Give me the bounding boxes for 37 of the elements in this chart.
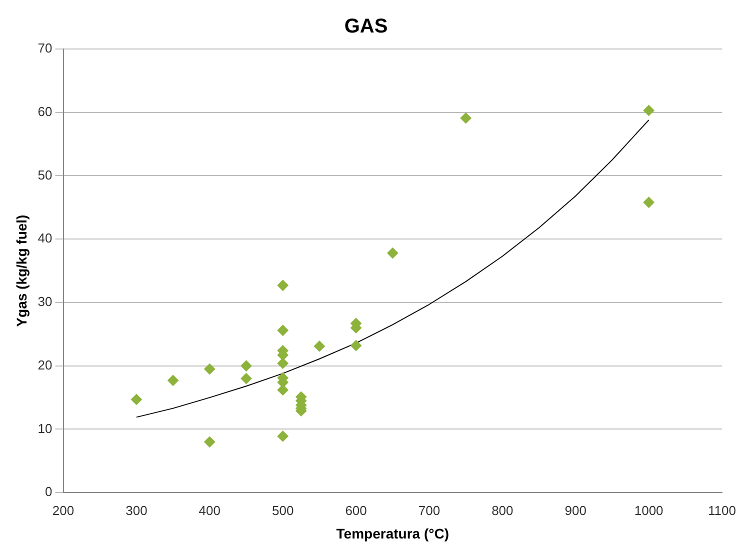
x-tick-label: 1100 [708, 502, 736, 518]
point [204, 364, 216, 375]
y-axis-title: Ygas (kg/kg fuel) [13, 214, 30, 327]
point [277, 324, 288, 336]
point [168, 374, 179, 386]
point [240, 360, 252, 372]
point [240, 373, 252, 384]
x-tick-label: 800 [492, 502, 514, 518]
x-tick-label: 900 [564, 502, 586, 518]
y-tick-label: 70 [38, 40, 52, 56]
y-tick-label: 10 [38, 420, 52, 436]
y-tick-label: 50 [38, 167, 52, 182]
y-tick-label: 60 [38, 104, 52, 119]
point [314, 340, 325, 352]
x-tick-label: 600 [345, 502, 367, 518]
x-tick-label: 200 [52, 502, 74, 518]
x-tick-label: 1000 [634, 502, 664, 518]
y-tick-label: 20 [38, 357, 52, 372]
x-tick-label: 500 [272, 502, 294, 518]
point [130, 394, 142, 405]
point [350, 340, 362, 352]
point [643, 196, 654, 208]
x-tick-label: 300 [126, 502, 148, 518]
y-tick-label: 40 [38, 230, 52, 246]
x-tick-label: 700 [418, 502, 440, 518]
x-tick-label: 400 [198, 502, 220, 518]
point [277, 430, 288, 442]
point [387, 248, 398, 259]
y-tick-label: 30 [38, 294, 52, 310]
point [460, 112, 472, 124]
point [277, 358, 288, 369]
point [643, 104, 654, 116]
x-axis-title: Temperatura (°C) [336, 525, 449, 542]
point [277, 280, 288, 291]
chart-title: GAS [344, 16, 388, 38]
point [204, 436, 216, 448]
y-tick-label: 0 [45, 484, 52, 500]
